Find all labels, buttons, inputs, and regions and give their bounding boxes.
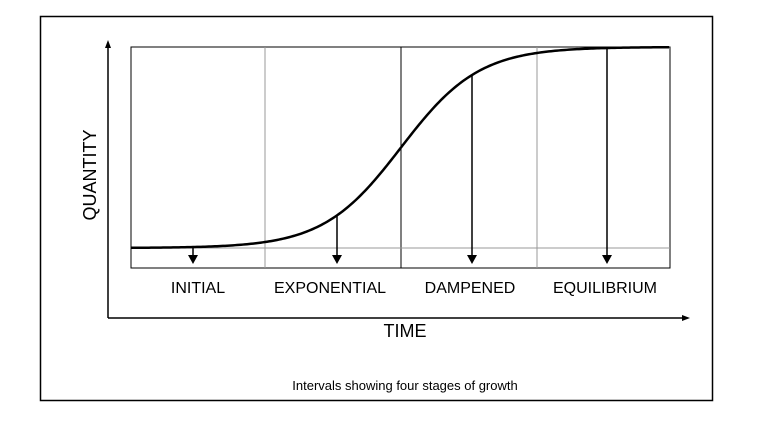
growth-curve: [130, 45, 670, 250]
x-axis-label: TIME: [384, 321, 427, 341]
arrow-heads: [188, 255, 612, 264]
y-axis-arrow: [105, 40, 111, 48]
arrow-head: [602, 255, 612, 264]
y-axis-label: QUANTITY: [80, 129, 100, 220]
arrow-head: [332, 255, 342, 264]
stage-label: EXPONENTIAL: [274, 280, 386, 297]
arrow-head: [467, 255, 477, 264]
stage-label: EQUILIBRIUM: [553, 280, 657, 297]
stage-arrows: [192, 47, 608, 258]
stage-label: INITIAL: [171, 280, 225, 297]
arrow-head: [188, 255, 198, 264]
x-axis-arrow: [682, 315, 690, 321]
frame: [39, 15, 714, 402]
stage-label: DAMPENED: [425, 280, 516, 297]
caption: Intervals showing four stages of growth: [292, 378, 517, 393]
